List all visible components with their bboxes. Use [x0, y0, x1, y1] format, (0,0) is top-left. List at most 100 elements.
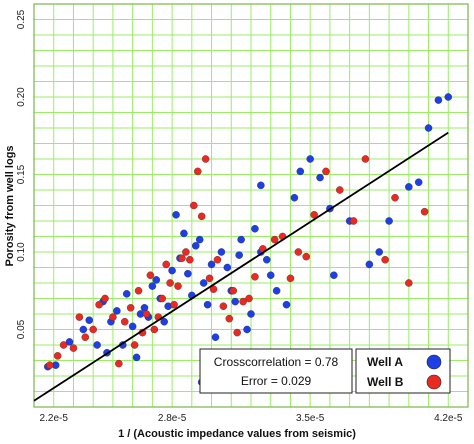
data-point-well-a — [247, 310, 255, 318]
data-point-well-a — [195, 235, 204, 244]
data-point-well-b — [302, 252, 310, 261]
data-point-well-b — [197, 212, 206, 221]
data-point-well-a — [168, 266, 176, 275]
data-point-well-b — [182, 248, 190, 256]
legend-label-well-a: Well A — [367, 355, 403, 369]
y-axis-ticks: 0.05 0.10 0.15 0.20 0.25 — [16, 9, 27, 339]
y-tick-label: 0.10 — [16, 242, 27, 262]
data-point-well-b — [186, 255, 194, 264]
data-point-well-b — [201, 155, 210, 163]
data-point-well-b — [349, 217, 358, 225]
data-point-well-b — [170, 300, 178, 309]
data-point-well-b — [239, 297, 247, 306]
data-point-well-b — [361, 155, 370, 163]
data-point-well-a — [231, 297, 239, 306]
data-point-well-a — [375, 248, 383, 256]
data-point-well-a — [405, 183, 413, 191]
data-point-well-a — [272, 286, 281, 295]
data-point-well-b — [75, 313, 84, 321]
crosscorrelation-label: Crosscorrelation = 0.78 — [214, 355, 339, 369]
data-point-well-a — [223, 263, 232, 272]
data-point-well-b — [142, 310, 151, 318]
data-point-well-a — [282, 300, 291, 309]
data-point-well-b — [391, 193, 399, 202]
data-point-well-a — [199, 279, 208, 287]
data-point-well-a — [152, 276, 161, 284]
data-point-well-b — [109, 313, 117, 321]
data-point-well-a — [296, 167, 305, 176]
data-point-well-a — [257, 181, 265, 190]
data-point-well-a — [172, 211, 180, 219]
data-point-well-b — [251, 273, 259, 281]
data-point-well-a — [113, 307, 121, 315]
data-point-well-a — [203, 300, 212, 309]
data-point-well-b — [213, 255, 222, 264]
data-point-well-b — [101, 294, 109, 303]
y-tick-label: 0.20 — [16, 87, 27, 107]
data-point-well-a — [128, 322, 137, 331]
data-point-well-b — [405, 279, 413, 287]
data-point-well-b — [46, 361, 54, 369]
data-point-well-b — [158, 294, 166, 303]
data-point-well-a — [424, 124, 433, 132]
data-point-well-b — [190, 201, 198, 210]
data-point-well-b — [130, 341, 139, 349]
data-point-well-a — [414, 178, 423, 186]
data-point-well-a — [148, 282, 157, 290]
data-point-well-a — [243, 325, 251, 334]
y-tick-label: 0.15 — [16, 164, 27, 184]
data-point-well-b — [134, 286, 143, 295]
data-point-well-b — [95, 300, 103, 309]
data-point-well-b — [162, 260, 170, 269]
data-point-well-a — [65, 338, 74, 346]
x-axis-ticks: 2.2e-5 2.8e-5 3.5e-5 4.2e-5 — [40, 413, 463, 424]
grid — [33, 3, 469, 408]
data-point-well-b — [53, 352, 62, 360]
data-point-well-b — [322, 167, 330, 176]
data-point-well-b — [286, 274, 295, 283]
data-point-well-a — [122, 290, 131, 298]
data-point-well-b — [120, 317, 129, 326]
x-tick-label: 2.8e-5 — [158, 413, 187, 424]
data-point-well-a — [266, 271, 275, 279]
data-point-well-b — [89, 325, 97, 334]
data-point-well-b — [205, 274, 214, 283]
data-point-well-b — [310, 211, 318, 219]
data-point-well-a — [251, 224, 259, 233]
data-point-well-a — [132, 353, 141, 362]
legend-marker-well-b — [426, 374, 442, 390]
data-point-well-a — [180, 229, 188, 238]
data-point-well-a — [192, 242, 200, 250]
data-point-well-a — [160, 317, 168, 326]
legend: Well A Well B — [355, 348, 451, 394]
data-point-well-b — [336, 186, 344, 194]
data-point-well-b — [69, 344, 78, 352]
data-point-well-a — [316, 173, 324, 182]
x-axis-title: 1 / (Acoustic impedance values from seis… — [118, 428, 356, 440]
data-point-well-b — [59, 341, 68, 349]
data-point-well-b — [115, 359, 123, 368]
y-axis-title: Porosity from well logs — [4, 145, 16, 266]
data-point-well-b — [150, 325, 159, 334]
data-point-well-b — [233, 328, 241, 337]
y-tick-label: 0.25 — [16, 9, 27, 29]
data-point-well-b — [178, 254, 186, 262]
data-point-well-a — [207, 260, 216, 269]
legend-marker-well-a — [426, 354, 442, 370]
y-tick-label: 0.05 — [16, 319, 27, 339]
data-point-well-b — [294, 248, 303, 256]
data-point-well-a — [290, 193, 299, 202]
data-point-well-a — [93, 341, 101, 349]
data-point-well-b — [146, 271, 155, 279]
x-tick-label: 4.2e-5 — [434, 413, 463, 424]
data-point-well-a — [85, 316, 93, 324]
stats-box-frame — [199, 348, 353, 394]
data-point-well-a — [235, 251, 243, 259]
data-point-well-a — [184, 269, 192, 278]
error-label: Error = 0.029 — [241, 374, 312, 388]
data-points — [44, 93, 453, 386]
data-point-well-a — [434, 96, 443, 104]
data-point-well-b — [174, 282, 182, 290]
data-point-well-b — [81, 333, 90, 341]
